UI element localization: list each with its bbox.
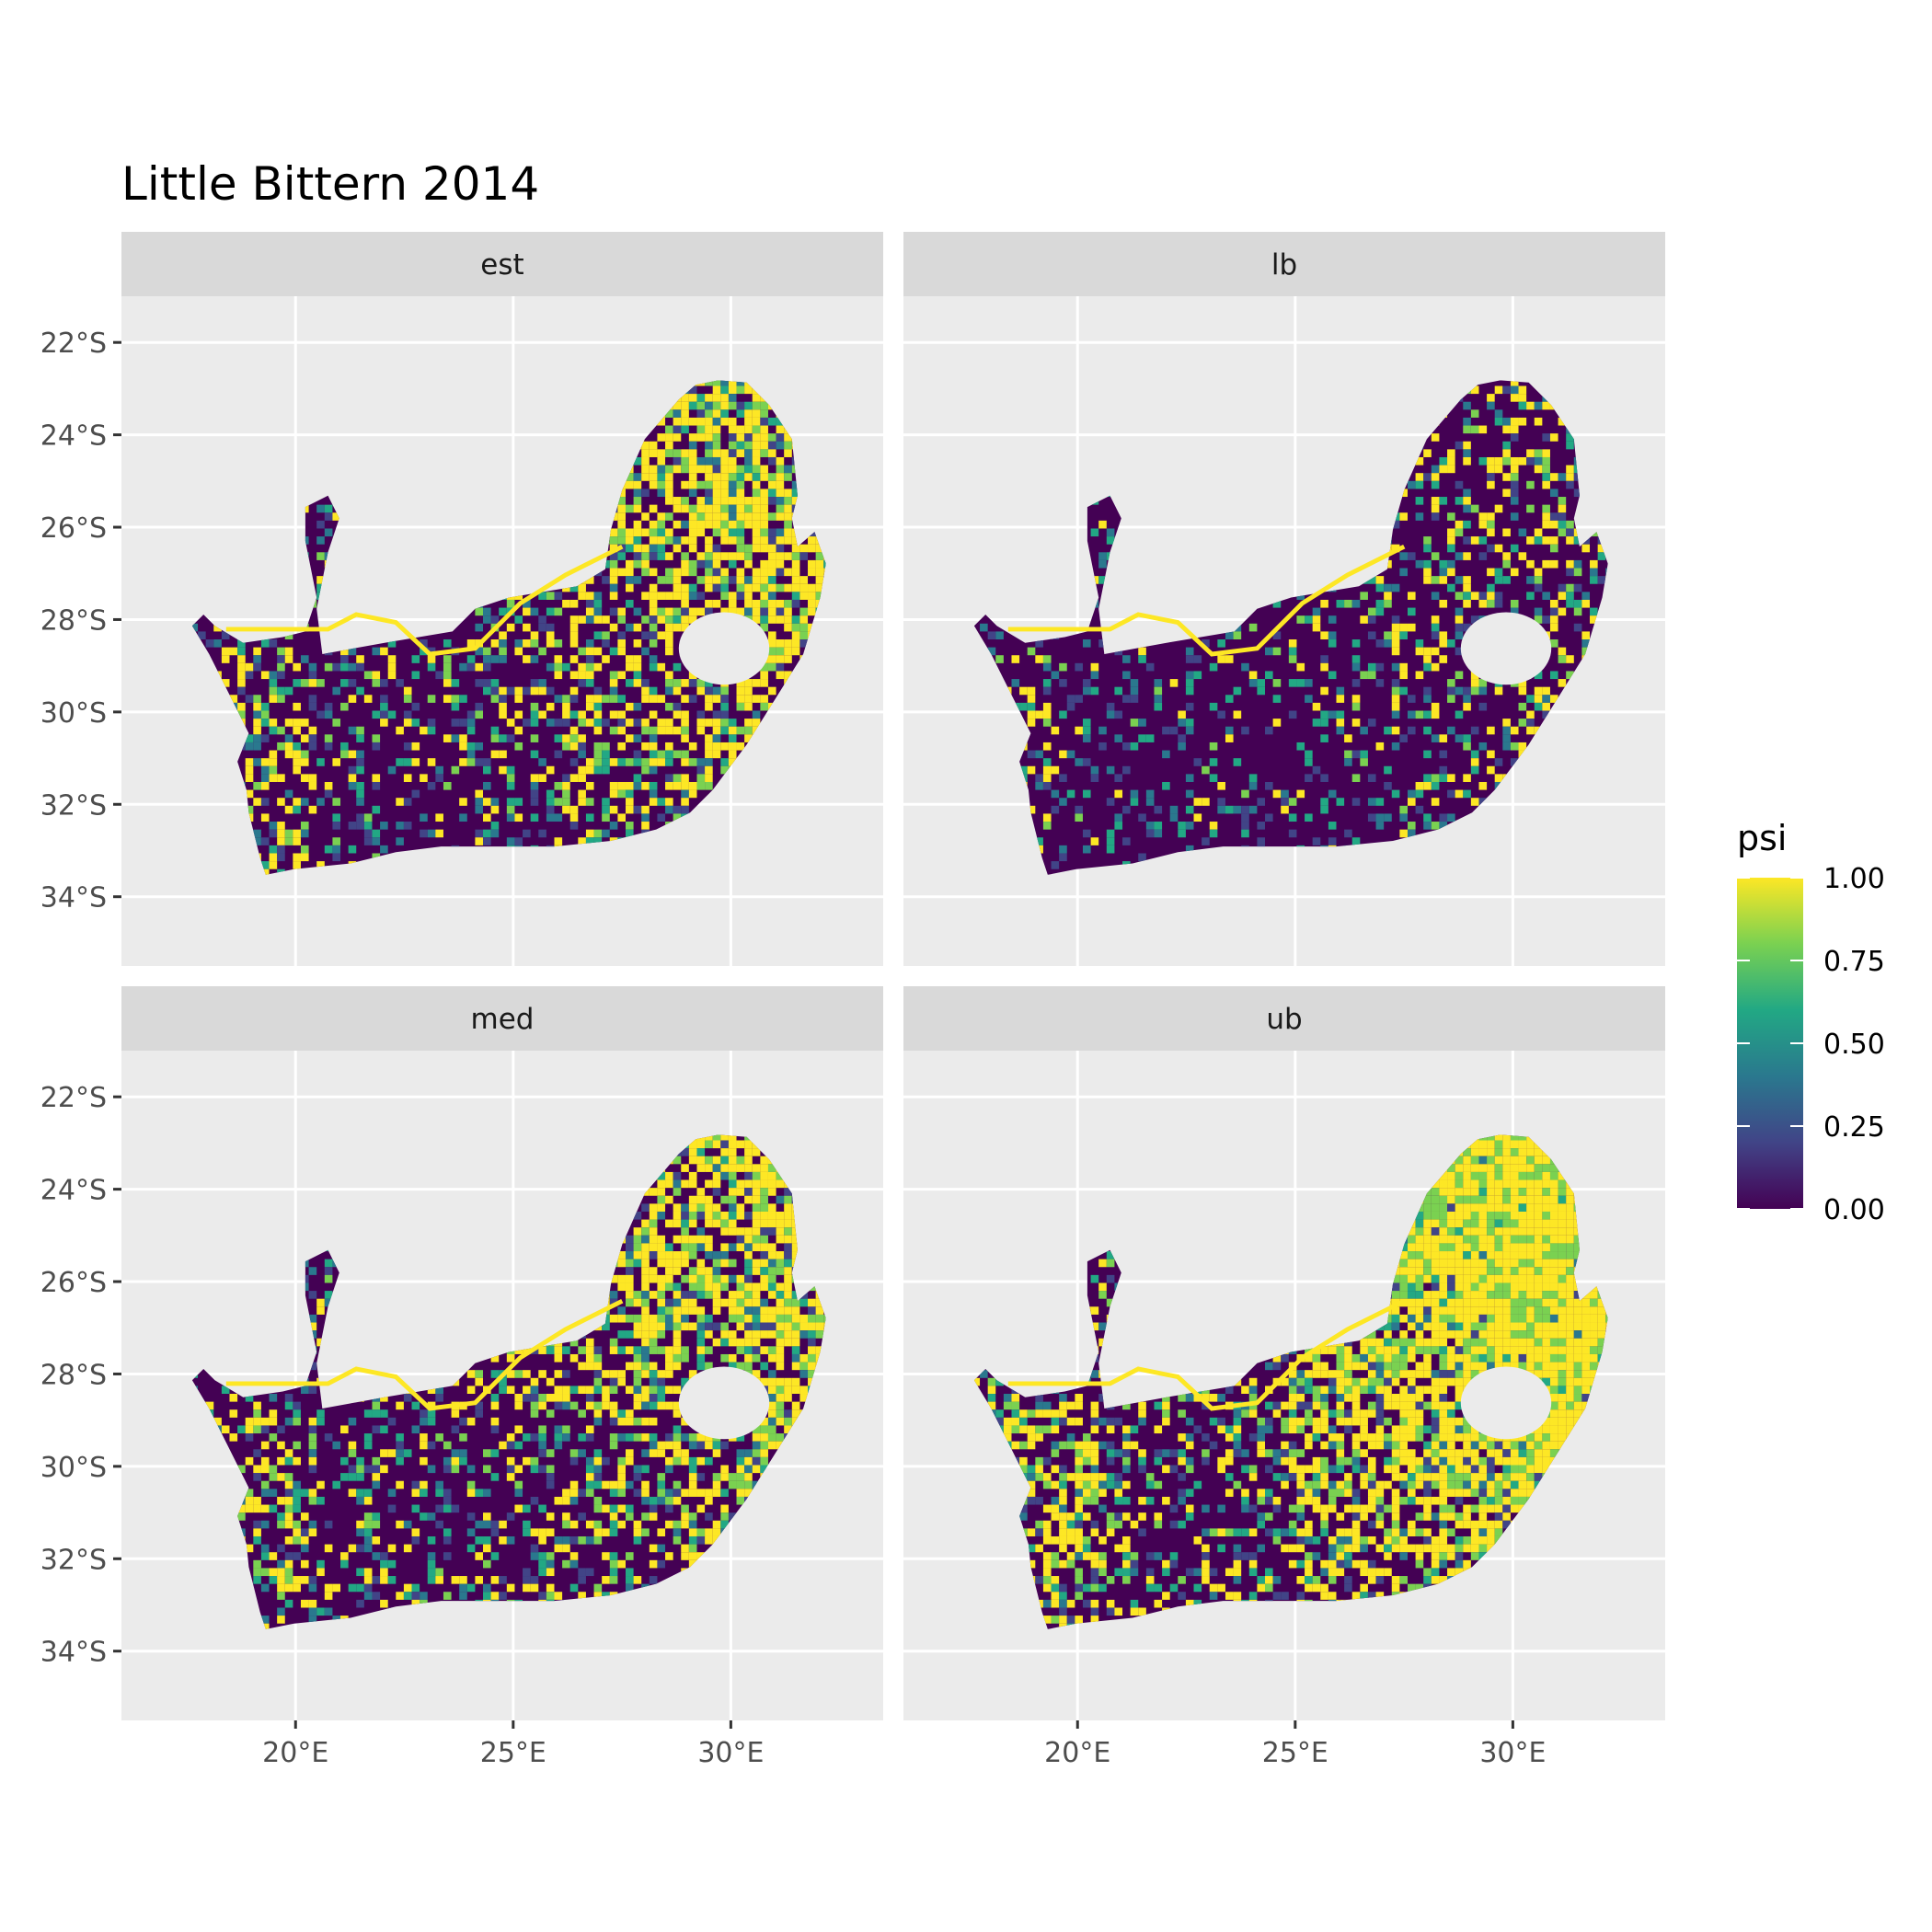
facet-panels: est 22°S 24°S 26°S 28°S 30°S 32°S 34°S lb med 22°S…: [40, 232, 1665, 1769]
facet-strip: [121, 986, 883, 1051]
y-tick-label: 28°S: [40, 1359, 107, 1391]
colorbar-label: 0.75: [1823, 946, 1885, 978]
y-tick-label: 26°S: [40, 512, 107, 545]
y-tick-label: 26°S: [40, 1267, 107, 1299]
y-tick-label: 24°S: [40, 420, 107, 453]
lesotho-enclave: [678, 612, 770, 685]
y-tick-label: 30°S: [40, 697, 107, 730]
facet-strip-label: ub: [1266, 1003, 1302, 1036]
x-tick-label: 25°E: [1262, 1737, 1328, 1769]
y-tick-label: 24°S: [40, 1175, 107, 1207]
x-tick-label: 25°E: [480, 1737, 546, 1769]
lesotho-enclave: [1460, 612, 1552, 685]
facet-panel-lb: lb: [903, 232, 1665, 966]
colorbar-label: 0.00: [1823, 1194, 1885, 1226]
x-tick-label: 20°E: [262, 1737, 328, 1769]
colorbar-ticks: 1.00 0.75 0.50 0.25 0.00: [1737, 863, 1885, 1226]
facet-panel-med: med 22°S 24°S 26°S 28°S 30°S 32°S 34°S 20°E 25°E 3…: [40, 986, 883, 1769]
y-tick-label: 34°S: [40, 1637, 107, 1669]
river-line: [225, 1298, 624, 1411]
facet-strip-label: lb: [1271, 248, 1297, 282]
facet-strip-label: med: [471, 1003, 535, 1036]
colorbar-label: 0.50: [1823, 1029, 1885, 1061]
x-tick-label: 30°E: [697, 1737, 764, 1769]
facet-strip: [121, 232, 883, 296]
y-tick-label: 22°S: [40, 328, 107, 360]
facet-panel-ub: ub 20°E 25°E 30°E: [903, 986, 1665, 1769]
chart-title: Little Bittern 2014: [121, 157, 539, 211]
legend: psi 1.00 0.75 0.50 0.25 0.00: [1737, 818, 1885, 1226]
colorbar-label: 1.00: [1823, 863, 1885, 895]
x-tick-label: 20°E: [1044, 1737, 1110, 1769]
facet-panel-est: est 22°S 24°S 26°S 28°S 30°S 32°S 34°S: [40, 232, 883, 966]
river-line: [225, 544, 624, 657]
x-tick-label: 30°E: [1479, 1737, 1546, 1769]
y-tick-label: 22°S: [40, 1082, 107, 1114]
y-tick-label: 28°S: [40, 604, 107, 637]
river-line: [1007, 1298, 1406, 1411]
colorbar-label: 0.25: [1823, 1111, 1885, 1144]
legend-title: psi: [1737, 818, 1787, 858]
y-tick-label: 30°S: [40, 1452, 107, 1484]
lesotho-enclave: [1460, 1366, 1552, 1440]
facet-strip: [903, 232, 1665, 296]
y-tick-label: 32°S: [40, 1544, 107, 1576]
y-tick-label: 34°S: [40, 882, 107, 914]
y-tick-label: 32°S: [40, 789, 107, 822]
lesotho-enclave: [678, 1366, 770, 1440]
facet-strip-label: est: [480, 248, 523, 282]
river-line: [1007, 544, 1406, 657]
facet-strip: [903, 986, 1665, 1051]
